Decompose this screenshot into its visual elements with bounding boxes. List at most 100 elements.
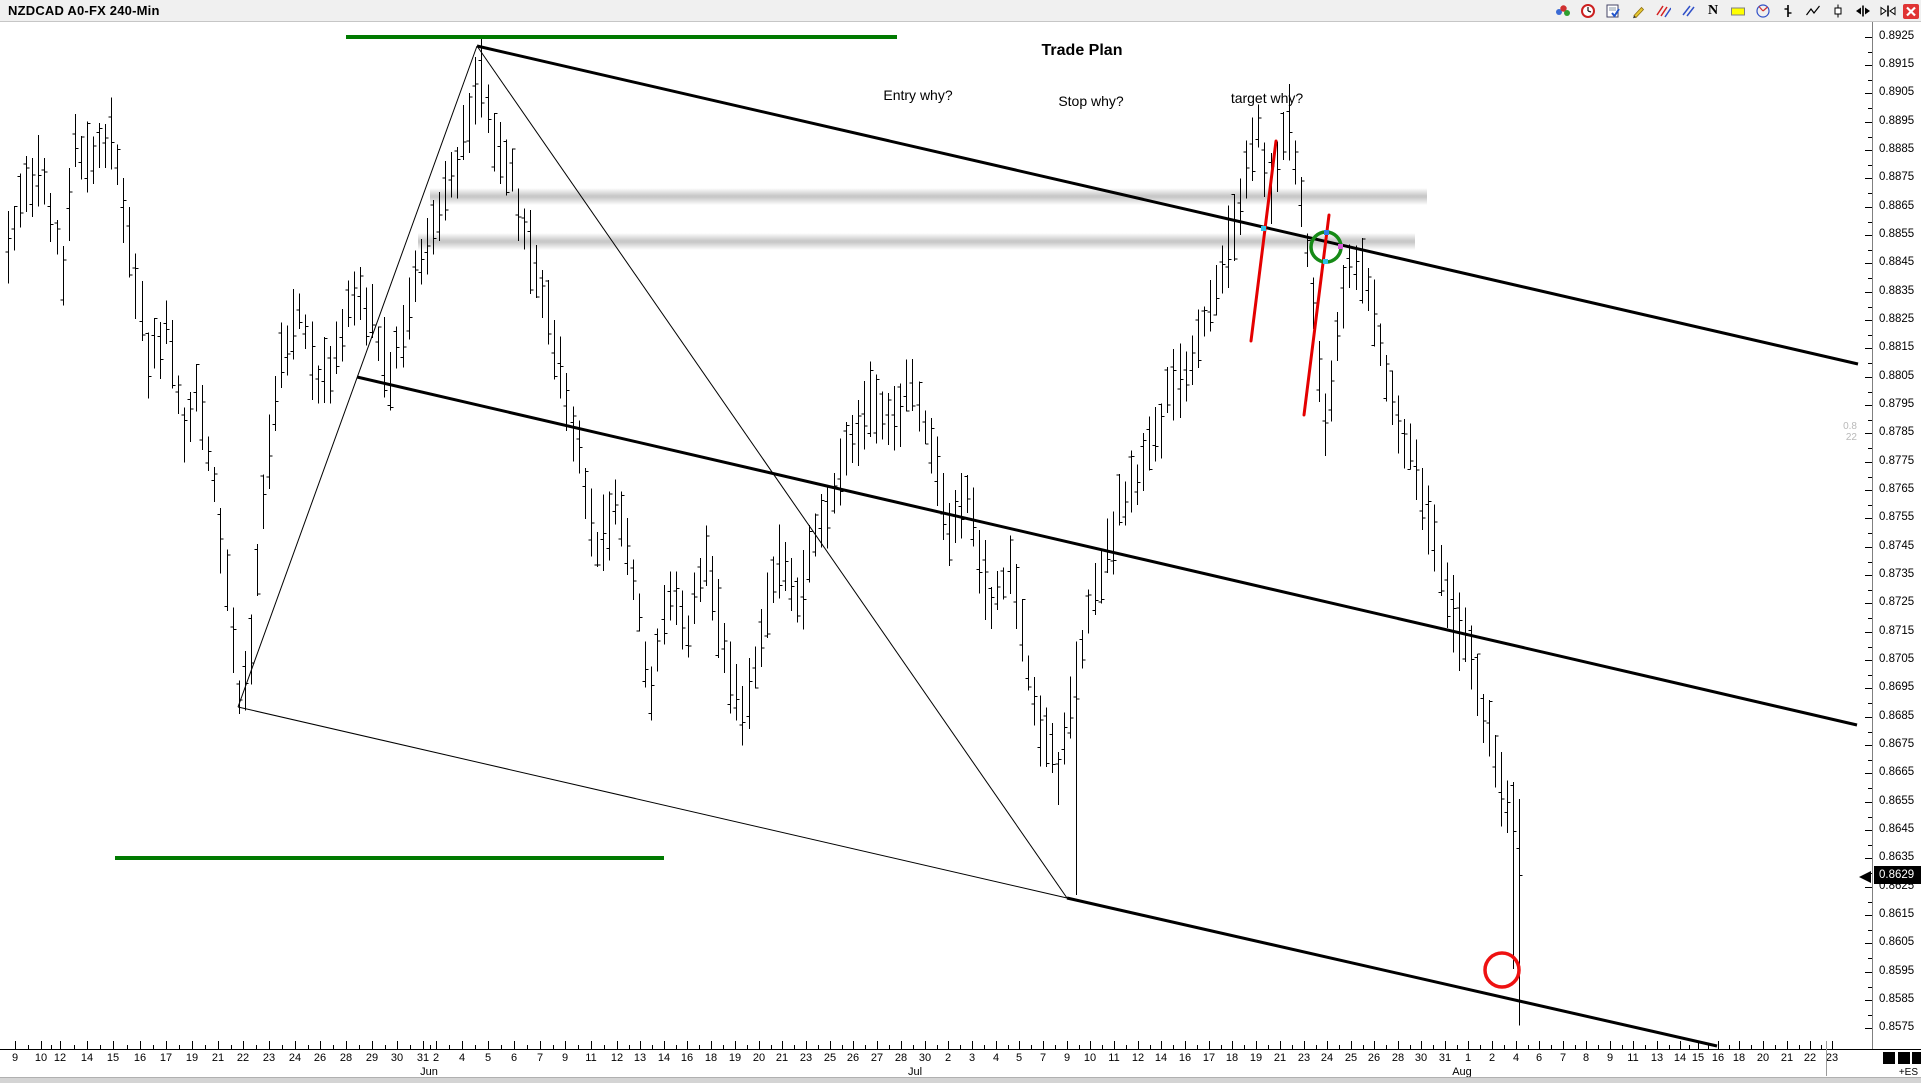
price-axis-label: 0.8735 [1879, 568, 1915, 580]
es-symbol-label[interactable]: +ES [1898, 1067, 1918, 1078]
red-trendlines[interactable] [1249, 139, 1331, 417]
price-axis-label: 0.8655 [1879, 795, 1915, 807]
price-axis-label: 0.8865 [1879, 200, 1915, 212]
target-red-circle[interactable] [1483, 951, 1521, 989]
time-axis-label: 1 [1464, 1052, 1472, 1064]
triangle-trendlines[interactable] [237, 45, 1068, 899]
chart-canvas[interactable] [0, 22, 1872, 1049]
resize-grip-square[interactable] [1897, 1052, 1910, 1064]
price-axis-label: 0.8745 [1879, 540, 1915, 552]
time-axis-label: 31 [1438, 1052, 1452, 1064]
price-axis-label: 0.8675 [1879, 738, 1915, 750]
cycle-tool-icon[interactable] [1753, 2, 1773, 20]
price-axis-label: 0.8915 [1879, 58, 1915, 70]
bar-width-compress-icon[interactable] [1853, 2, 1873, 20]
time-axis-label: 26 [1367, 1052, 1381, 1064]
time-axis[interactable]: 9 10 12 14 15 16 17 19 21 22 23 24 26 28 29 30 31 2 4 5 6 7 9 1… [0, 1050, 1921, 1082]
time-axis-label: 18 [704, 1052, 718, 1064]
time-axis-label: 21 [211, 1052, 225, 1064]
annotation-trade-plan[interactable]: Trade Plan [1041, 42, 1123, 59]
time-axis-label: 21 [1273, 1052, 1287, 1064]
watermark-line2: 22 [1845, 432, 1857, 443]
chart-pane[interactable]: Trade Plan Entry why? Stop why? target w… [0, 22, 1872, 1049]
time-axis-label: 30 [918, 1052, 932, 1064]
price-axis-label: 0.8605 [1879, 936, 1915, 948]
time-axis-label: 4 [1512, 1052, 1520, 1064]
time-axis-label: 9 [1063, 1052, 1071, 1064]
time-axis-label: 24 [288, 1052, 302, 1064]
price-axis-label: 0.8795 [1879, 398, 1915, 410]
time-axis-label: 12 [610, 1052, 624, 1064]
price-bar-tool-icon[interactable] [1778, 2, 1798, 20]
time-axis-label: 22 [236, 1052, 250, 1064]
time-axis-label: 16 [133, 1052, 147, 1064]
price-axis-label: 0.8755 [1879, 511, 1915, 523]
price-axis-label: 0.8815 [1879, 341, 1915, 353]
month-label: Jul [907, 1066, 923, 1078]
resize-grip-square[interactable] [1912, 1052, 1921, 1064]
time-axis-label: 23 [1825, 1052, 1839, 1064]
annotation-target-why[interactable]: target why? [1230, 90, 1304, 106]
annotation-entry-why[interactable]: Entry why? [883, 87, 953, 103]
time-axis-label: 31 [416, 1052, 430, 1064]
axis-ticks [15, 37, 1872, 1049]
time-axis-label: 6 [510, 1052, 518, 1064]
time-axis-label: 9 [11, 1052, 19, 1064]
close-icon[interactable] [1903, 3, 1919, 19]
last-price-box: 0.8629 [1874, 866, 1921, 884]
time-axis-label: 6 [1535, 1052, 1543, 1064]
time-axis-label: 14 [1154, 1052, 1168, 1064]
price-axis-label: 0.8905 [1879, 86, 1915, 98]
time-axis-label: 20 [752, 1052, 766, 1064]
channel-trendlines[interactable] [356, 44, 1859, 1048]
toolbar: N [1553, 0, 1919, 22]
price-axis-label: 0.8615 [1879, 908, 1915, 920]
note-check-icon[interactable] [1603, 2, 1623, 20]
resize-grip-square[interactable] [1883, 1052, 1895, 1064]
price-axis-label: 0.8785 [1879, 426, 1915, 438]
time-axis-label: 30 [1414, 1052, 1428, 1064]
time-axis-label: 2 [1488, 1052, 1496, 1064]
price-axis-label: 0.8575 [1879, 1021, 1915, 1033]
time-axis-label: 3 [968, 1052, 976, 1064]
price-axis-label: 0.8885 [1879, 143, 1915, 155]
price-bars [5, 36, 1523, 1026]
clock-icon[interactable] [1578, 2, 1598, 20]
time-axis-label: 26 [846, 1052, 860, 1064]
time-axis-label: 9 [1606, 1052, 1614, 1064]
time-axis-label: 14 [80, 1052, 94, 1064]
time-axis-label: 12 [1131, 1052, 1145, 1064]
annotation-stop-why[interactable]: Stop why? [1058, 93, 1124, 109]
pencil-icon[interactable] [1628, 2, 1648, 20]
time-axis-label: 19 [185, 1052, 199, 1064]
price-axis-label: 0.8685 [1879, 710, 1915, 722]
parallel-lines-red-blue-icon[interactable] [1653, 2, 1673, 20]
time-axis-label: 22 [1803, 1052, 1817, 1064]
time-axis-label: 28 [894, 1052, 908, 1064]
price-axis-label: 0.8665 [1879, 766, 1915, 778]
time-axis-label: 8 [1582, 1052, 1590, 1064]
price-axis-label: 0.8825 [1879, 313, 1915, 325]
time-axis-label: 10 [34, 1052, 48, 1064]
time-axis-label: 5 [484, 1052, 492, 1064]
bar-width-expand-icon[interactable] [1878, 2, 1898, 20]
month-label: Aug [1452, 1066, 1472, 1078]
axis-divider [1826, 1041, 1827, 1076]
rectangle-highlight-icon[interactable] [1728, 2, 1748, 20]
price-axis[interactable]: 0.8575 0.8585 0.8595 0.8605 0.8615 0.8625 0.86… [1872, 22, 1921, 1049]
price-axis-label: 0.8765 [1879, 483, 1915, 495]
time-axis-label: 12 [53, 1052, 67, 1064]
parallel-lines-blue-icon[interactable] [1678, 2, 1698, 20]
price-axis-label: 0.8805 [1879, 370, 1915, 382]
time-axis-label: 2 [432, 1052, 440, 1064]
text-tool-icon[interactable]: N [1707, 3, 1719, 18]
time-axis-label: 27 [870, 1052, 884, 1064]
resistance-bands[interactable] [418, 188, 1427, 250]
candlestick-tool-icon[interactable] [1828, 2, 1848, 20]
time-axis-label: 11 [1108, 1052, 1120, 1064]
chart-objects-icon[interactable] [1553, 2, 1573, 20]
green-level-lines[interactable] [115, 35, 897, 860]
zigzag-tool-icon[interactable] [1803, 2, 1823, 20]
time-axis-line [0, 1049, 1921, 1050]
